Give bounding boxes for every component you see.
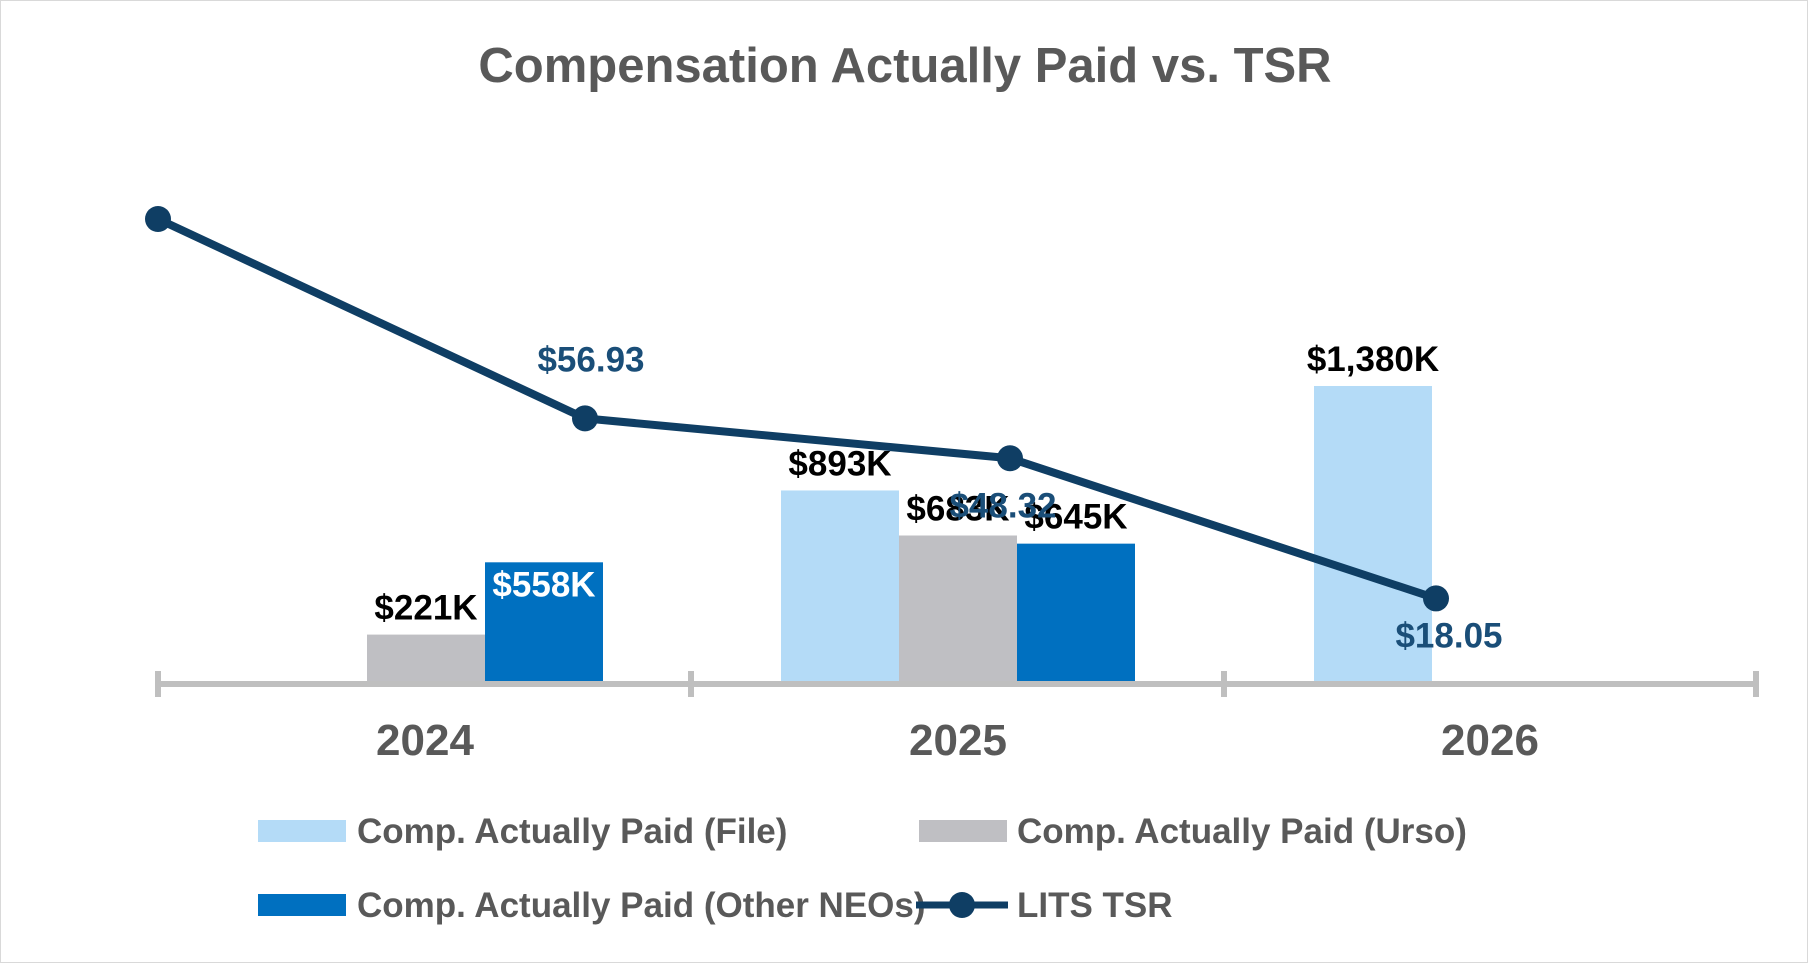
x-axis: 2024 2025 2026 [155,671,1759,765]
bar-other-neos-2025 [1017,543,1135,682]
bar-label-other-neos-2024: $558K [492,565,595,604]
x-tick-label-2024: 2024 [376,716,474,765]
legend-swatch-other-neos [258,894,346,916]
bar-label-file-2025: $893K [788,444,891,483]
tsr-line-layer [145,206,1449,612]
tsr-point-2025 [997,445,1023,472]
bar-label-urso-2025: $683K [906,489,1009,528]
legend-label-file: Comp. Actually Paid (File) [357,812,787,851]
legend-swatch-file [258,820,346,842]
bar-file-2025 [781,490,899,682]
tsr-label-2026: $18.05 [1395,616,1502,655]
bar-urso-2025 [899,535,1017,682]
legend-label-other-neos: Comp. Actually Paid (Other NEOs) [357,886,926,925]
tsr-labels-layer: $56.93 $48.32 $18.05 [537,340,1502,655]
tsr-point-start [145,206,171,232]
legend-marker-lits-tsr [949,892,975,918]
tsr-point-2026 [1423,585,1449,612]
bar-labels-layer: $221K $558K $893K $683K $645K $1,380K [374,340,1439,628]
bar-label-urso-2024: $221K [374,589,477,628]
tsr-line [156,215,1438,603]
x-tick-label-2025: 2025 [909,716,1007,765]
bar-file-2026 [1314,385,1432,682]
x-tick-label-2026: 2026 [1441,716,1539,765]
legend-item-other-neos: Comp. Actually Paid (Other NEOs) [258,886,926,925]
legend-label-lits-tsr: LITS TSR [1017,886,1173,925]
legend-item-file: Comp. Actually Paid (File) [258,812,787,851]
legend-swatch-urso [919,820,1007,842]
bar-label-other-neos-2025: $645K [1024,498,1127,537]
chart-title: Compensation Actually Paid vs. TSR [478,39,1331,93]
legend-label-urso: Comp. Actually Paid (Urso) [1017,812,1467,851]
tsr-label-2024: $56.93 [537,340,644,379]
legend-item-lits-tsr: LITS TSR [916,886,1173,925]
bar-label-file-2026: $1,380K [1307,340,1439,379]
legend-item-urso: Comp. Actually Paid (Urso) [919,812,1467,851]
bars-layer [367,385,1432,682]
tsr-label-2025: $48.32 [949,486,1056,525]
bar-urso-2024 [367,634,485,682]
legend: Comp. Actually Paid (File) Comp. Actuall… [258,812,1467,925]
bar-other-neos-2024 [485,562,603,682]
tsr-point-2024 [572,405,598,432]
